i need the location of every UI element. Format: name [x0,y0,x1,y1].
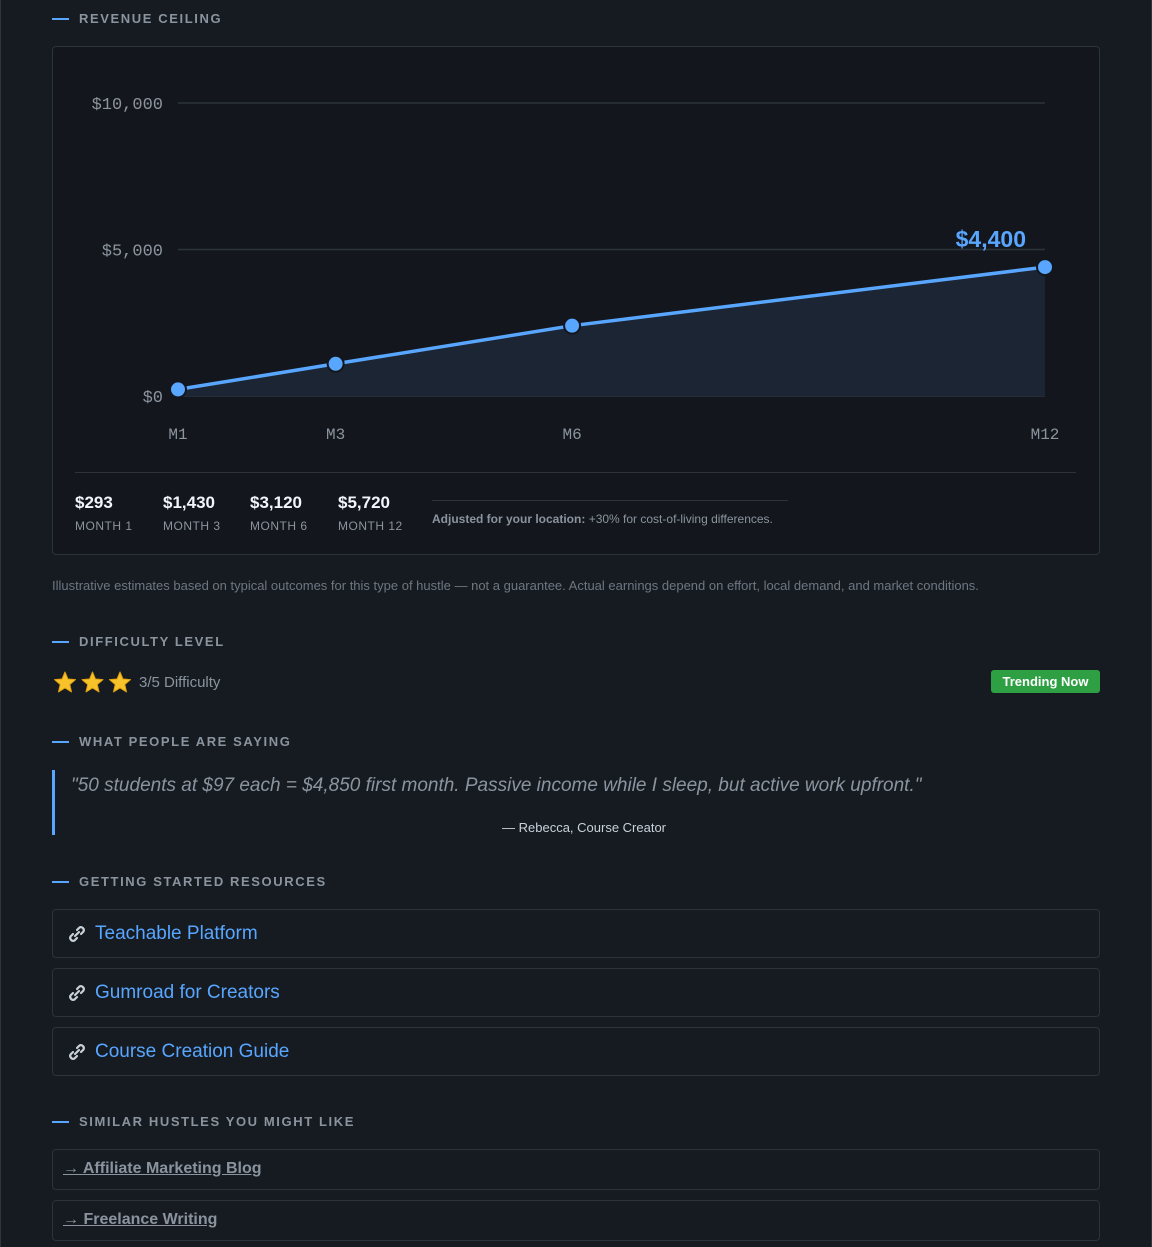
value-label: $4,400 [956,226,1026,252]
star [81,671,104,693]
divider [432,500,788,501]
stat-label: MONTH 6 [250,519,308,533]
section-heading: REVENUE CEILING [52,11,222,26]
resource-text: Teachable Platform [95,923,258,944]
stat-label: MONTH 1 [75,519,133,533]
heading-text: REVENUE CEILING [79,11,223,26]
section-heading: DIFFICULTY LEVEL [52,634,225,649]
x-tick-label: M6 [562,426,581,444]
star [109,671,131,693]
link-icon [69,985,85,1001]
resource-text: Gumroad for Creators [95,982,280,1003]
trending-badge: Trending Now [991,670,1100,693]
similar-text: → Affiliate Marketing Blog [63,1160,262,1177]
link-icon [69,1044,85,1060]
resource-text: Course Creation Guide [95,1041,290,1062]
location-note: Adjusted for your location: +30% for cos… [432,512,773,526]
quote-author: — Rebecca, Course Creator [502,820,667,835]
link-icon [69,926,85,942]
stat-value: $5,720 [338,493,390,512]
heading-text: DIFFICULTY LEVEL [79,634,225,649]
section-heading: GETTING STARTED RESOURCES [52,874,327,889]
link-icon-shape [69,1044,85,1060]
quote-bar [52,770,55,835]
star [54,671,76,693]
difficulty-text: 3/5 Difficulty [139,674,221,691]
line [177,265,1046,392]
stat-label: MONTH 3 [163,519,221,533]
x-tick-label: M12 [1031,426,1060,444]
point [1036,258,1054,277]
stat-value: $3,120 [250,493,302,512]
heading-text: WHAT PEOPLE ARE SAYING [79,734,292,749]
similar-link[interactable]: → Freelance Writing [52,1200,1100,1241]
chart: $0 $5,000 $10,000 M1 M3 M6 M12 $4,400 [92,96,1060,444]
x-tick-label: M1 [168,426,187,444]
y-tick-label: $0 [143,389,163,408]
y-tick-label: $10,000 [92,96,163,115]
note-label: Adjusted for your location: [432,512,586,526]
point [169,380,187,399]
point [326,354,345,373]
similar-text: → Freelance Writing [63,1211,218,1228]
link-icon-shape [69,926,85,942]
stat-value: $293 [75,493,113,512]
star-rating [54,671,131,693]
section-heading: SIMILAR HUSTLES YOU MIGHT LIKE [52,1114,355,1129]
divider [75,472,1076,473]
quote: "50 students at $97 each = $4,850 first … [71,775,922,796]
area [178,267,1045,396]
point [563,316,582,335]
stat-label: MONTH 12 [338,519,403,533]
section-heading: WHAT PEOPLE ARE SAYING [52,734,291,749]
resource-link[interactable]: Gumroad for Creators [52,968,1100,1017]
resource-link[interactable]: Course Creation Guide [52,1027,1100,1076]
link-icon-shape [69,985,85,1001]
stat-value: $1,430 [163,493,215,512]
similar-link[interactable]: → Affiliate Marketing Blog [52,1149,1100,1190]
disclaimer: Illustrative estimates based on typical … [52,578,979,593]
heading-text: GETTING STARTED RESOURCES [79,874,327,889]
x-tick-label: M3 [326,426,345,444]
y-tick-label: $5,000 [102,243,163,262]
note-text: +30% for cost-of-living differences. [588,512,773,526]
heading-text: SIMILAR HUSTLES YOU MIGHT LIKE [79,1114,355,1129]
resource-link[interactable]: Teachable Platform [52,909,1100,958]
